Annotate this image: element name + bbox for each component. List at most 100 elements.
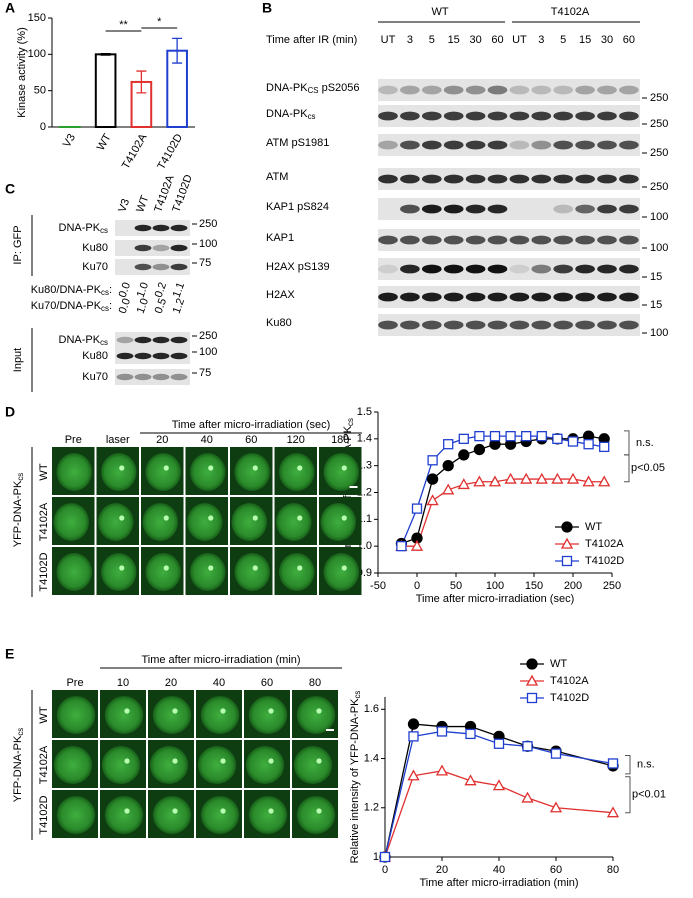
lane-label: WT [134,194,151,214]
section-label: Input [12,348,24,372]
damage-spot [163,565,169,571]
band [378,111,398,121]
damage-spot [297,565,303,571]
data-point [473,443,486,456]
band [597,111,617,121]
nucleus [56,696,96,734]
band [443,140,464,150]
band [465,320,486,330]
series-line [401,478,605,547]
mw-marker: 100 [650,211,668,223]
band [531,292,552,302]
band [487,204,508,214]
data-point [582,475,595,487]
band [597,204,617,214]
data-point [550,748,562,759]
band [575,204,595,214]
mw-marker: 100 [650,327,668,339]
band [531,111,552,121]
data-point [458,449,470,461]
blot-row-label: Ku80 [82,242,108,254]
error-bar [172,37,183,64]
band [400,292,420,302]
blot-strip [115,220,190,236]
column-label: 40 [201,434,213,446]
column-label: 20 [165,677,177,689]
y-tick-label: 50 [34,85,46,97]
band [152,224,170,232]
subscript: cs [100,226,108,235]
band [170,224,188,232]
x-tick-label: -50 [370,580,386,592]
blot-strip [378,168,640,190]
band [400,204,420,214]
subscript: cs [346,418,355,426]
band [421,320,442,330]
series-line [384,770,614,858]
nucleus [152,796,192,834]
band [170,352,188,360]
text-part: Ku70/DNA-PK [31,300,102,312]
band [619,111,639,121]
lane-label: 3 [538,34,544,46]
data-point [552,433,563,444]
lane-label: 5 [560,34,566,46]
y-tick-label: 1.6 [364,703,379,715]
data-point [606,806,620,818]
text-part: Relative intensity of YFP-DNA-PK [349,698,361,864]
band [575,85,595,95]
nucleus [100,453,137,491]
column-label: 20 [156,434,168,446]
ratio-value: 0.5 [153,297,170,315]
bracket [624,430,630,456]
band [509,85,530,95]
band [152,373,170,381]
data-point [410,539,424,551]
band [170,373,188,381]
text-part: : [109,300,112,312]
data-point [396,541,407,552]
nucleus [152,696,192,734]
band [134,224,152,232]
data-point [488,475,502,487]
nucleus [101,746,141,784]
x-tick-label: 60 [550,864,562,876]
band [134,244,152,252]
band [465,292,486,302]
nucleus [320,503,357,541]
damage-spot [316,758,322,764]
panel-label: A [5,0,15,16]
data-point [607,758,619,769]
blot-row-label: DNA-PKCS pS2056 [266,82,360,95]
nucleus [149,746,189,784]
damage-spot [252,465,258,471]
x-tick-label: 20 [436,864,448,876]
mw-marker: 250 [650,92,668,104]
band [443,320,464,330]
mw-marker: 250 [650,181,668,193]
damage-spot [208,565,214,571]
nucleus [323,453,360,491]
ratio-value: 1.0 [135,297,152,315]
band [597,320,617,330]
band [400,85,420,95]
lane-label: UT [381,34,396,46]
band [553,264,574,274]
band [421,204,442,214]
damage-spot [341,515,347,521]
lane-label: UT [512,34,527,46]
damage-spot [172,808,178,814]
group-label: T4102A [551,6,590,18]
time-label: Time after micro-irradiation (min) [141,654,300,666]
band [487,320,508,330]
band [619,292,639,302]
legend-label: T4102A [585,538,624,550]
damage-spot [268,758,274,764]
nucleus [200,696,240,734]
band [421,174,442,184]
nucleus [100,553,137,591]
band [400,111,420,121]
annotation: n.s. [636,437,654,449]
data-point [436,726,448,737]
text-part: Ku80/DNA-PK [31,284,102,296]
